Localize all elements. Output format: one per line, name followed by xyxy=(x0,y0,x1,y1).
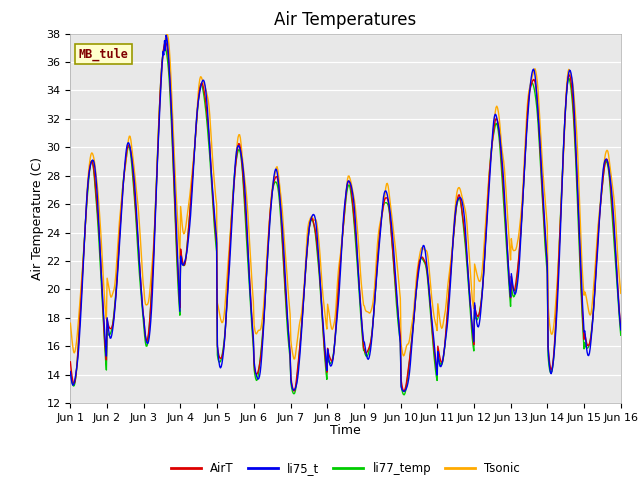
Text: MB_tule: MB_tule xyxy=(79,48,129,61)
Title: Air Temperatures: Air Temperatures xyxy=(275,11,417,29)
Y-axis label: Air Temperature (C): Air Temperature (C) xyxy=(31,157,44,280)
X-axis label: Time: Time xyxy=(330,424,361,437)
Legend: AirT, li75_t, li77_temp, Tsonic: AirT, li75_t, li77_temp, Tsonic xyxy=(166,457,525,480)
